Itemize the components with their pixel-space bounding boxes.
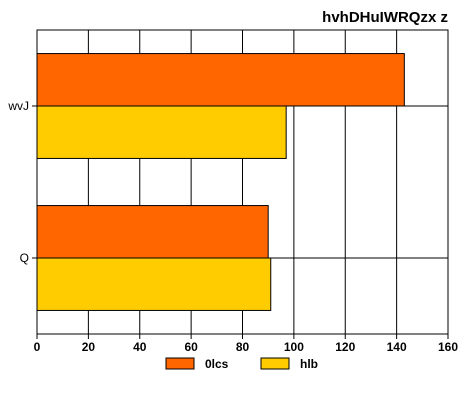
x-tick-label: 160 [438,340,458,354]
x-tick-label: 0 [34,340,41,354]
legend-swatch [165,357,195,370]
y-category-label: Q [20,251,29,265]
bar [36,105,287,159]
legend: 0lcs hlb [165,357,318,371]
x-tick-label: 40 [133,340,147,354]
x-tick-label: 140 [387,340,407,354]
legend-label: hlb [300,357,318,371]
bar [36,205,269,259]
bars [36,53,405,311]
x-tick-label: 100 [284,340,304,354]
x-tick-label: 20 [82,340,96,354]
y-axis-categories: wvJ Q [7,99,37,265]
x-tick-label: 120 [335,340,355,354]
bar [36,257,272,311]
x-axis-ticks: 0 20 40 60 80 100 120 140 160 [34,334,458,354]
legend-swatch [260,357,290,370]
y-category-label: wvJ [7,99,29,113]
x-tick-label: 60 [184,340,198,354]
bar [36,53,405,107]
chart-title: hvhDHuIWRQzx z [322,9,448,26]
x-tick-label: 80 [236,340,250,354]
legend-label: 0lcs [205,357,229,371]
